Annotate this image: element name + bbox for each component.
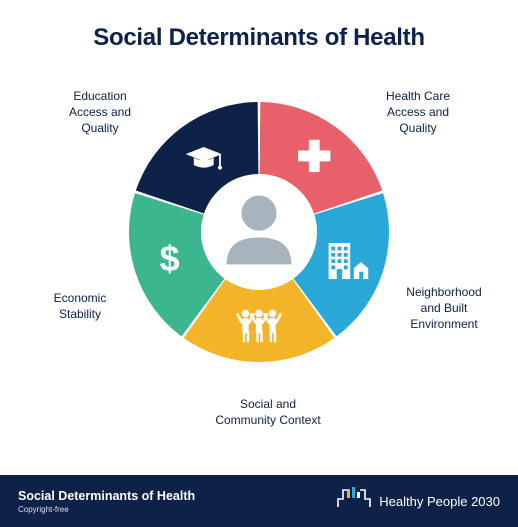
center-circle: [202, 175, 316, 289]
page-title: Social Determinants of Health: [0, 0, 518, 52]
footer-title: Social Determinants of Health: [18, 489, 195, 503]
sdoh-donut-chart: $: [119, 92, 399, 372]
svg-text:$: $: [160, 238, 180, 279]
label-healthcare: Health CareAccess andQuality: [372, 88, 464, 137]
healthy-people-logo-icon: [337, 487, 371, 515]
footer-subtitle: Copyright-free: [18, 505, 195, 514]
label-education: EducationAccess andQuality: [54, 88, 146, 137]
label-neighborhood: Neighborhoodand BuiltEnvironment: [392, 284, 496, 333]
dollar-icon: $: [160, 238, 180, 279]
footer-bar: Social Determinants of Health Copyright-…: [0, 475, 518, 527]
label-economic: EconomicStability: [36, 290, 124, 322]
footer-brand: Healthy People 2030: [379, 494, 500, 509]
label-social: Social andCommunity Context: [208, 396, 328, 428]
footer-left: Social Determinants of Health Copyright-…: [18, 489, 195, 514]
footer-right: Healthy People 2030: [337, 487, 500, 515]
